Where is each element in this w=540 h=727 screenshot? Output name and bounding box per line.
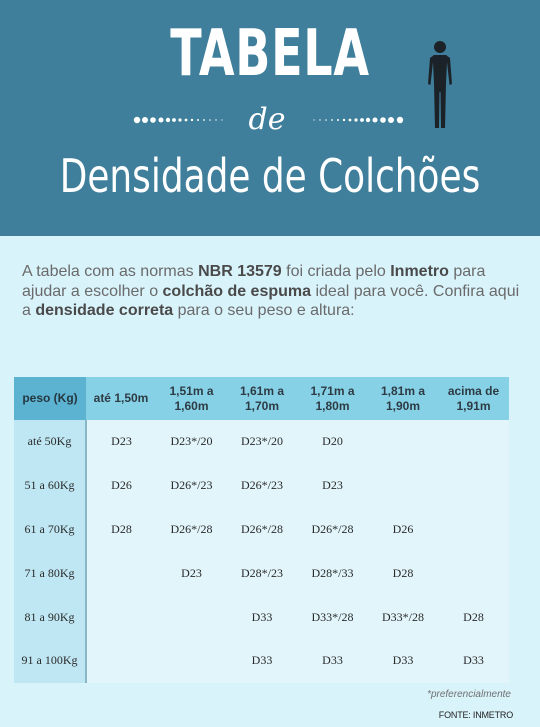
intro-text-3: para ajudar a escolher o — [22, 263, 486, 300]
table-cell: D33 — [297, 638, 368, 683]
table-cell: D33*/28 — [368, 595, 438, 639]
table-row: 91 a 100Kg D33 D33 D33 D33 — [14, 638, 509, 683]
intro-paragraph: A tabela com as normas NBR 13579 foi cri… — [22, 262, 522, 321]
column-header: 1,61m a 1,70m — [227, 377, 297, 420]
decorative-dots-left — [133, 116, 223, 124]
title-subtitle: Densidade de Colchões — [59, 149, 481, 203]
table-cell — [438, 463, 509, 508]
table-cell — [368, 463, 438, 508]
table-cell: D33*/28 — [297, 595, 368, 639]
column-header: até 1,50m — [86, 377, 156, 420]
table-cell: D33 — [227, 638, 297, 683]
table-cell: D26*/28 — [297, 507, 368, 552]
column-header-line: 1,71m a — [310, 383, 355, 398]
decorative-dots-right — [313, 116, 404, 124]
column-header-line: 1,91m — [456, 398, 491, 413]
table-cell: D20 — [297, 420, 368, 464]
column-header-line: 1,90m — [385, 398, 421, 413]
intro-text-2: foi criada pelo — [281, 263, 391, 280]
table-cell — [156, 638, 227, 683]
table-row: 71 a 80Kg D23 D28*/23 D28*/33 D28 — [14, 551, 509, 596]
table-cell: D28*/33 — [297, 551, 368, 596]
row-label: 91 a 100Kg — [14, 638, 87, 683]
column-header: 1,51m a 1,60m — [156, 377, 227, 420]
column-header-line: até 1,50m — [93, 391, 149, 405]
row-label: 61 a 70Kg — [14, 507, 87, 552]
intro-text-4: ideal para você. Confira aqui a — [22, 282, 520, 320]
header-banner: TABELA — [0, 0, 540, 236]
table-cell — [438, 507, 509, 552]
table-cell: D33 — [227, 595, 297, 639]
column-header-line: 1,80m — [315, 398, 350, 413]
table-cell: D26 — [368, 507, 438, 552]
table-cell: D28 — [86, 507, 156, 552]
column-header-line: 1,60m — [174, 398, 209, 413]
table-cell: D23 — [156, 551, 227, 596]
table-cell: D26*/28 — [227, 507, 297, 552]
table-cell: D23*/20 — [227, 420, 297, 464]
table-row: 81 a 90Kg D33 D33*/28 D33*/28 D28 — [14, 595, 509, 639]
column-header-line: 1,61m a — [239, 383, 285, 398]
table-cell — [438, 551, 509, 596]
intro-bold-inmetro: Inmetro — [390, 263, 449, 280]
table-cell — [368, 420, 438, 464]
row-label: até 50Kg — [14, 420, 87, 464]
intro-text-1: A tabela com as normas — [22, 263, 199, 280]
person-silhouette-icon — [428, 41, 452, 128]
table-cell: D28*/23 — [227, 551, 297, 596]
table-cell — [156, 595, 227, 639]
table-cell — [86, 638, 156, 683]
row-label: 51 a 60Kg — [14, 463, 87, 508]
title-connector: de — [248, 102, 286, 137]
table-row: 51 a 60Kg D26 D26*/23 D26*/23 D23 — [14, 463, 509, 508]
column-header-line: acima de — [447, 383, 500, 398]
table-row: até 50Kg D23 D23*/20 D23*/20 D20 — [14, 420, 509, 464]
title-main: TABELA — [170, 17, 370, 91]
intro-bold-mattress: colchão de espuma — [162, 282, 312, 300]
table-cell: D26 — [86, 463, 156, 508]
column-header-line: 1,51m a — [169, 383, 214, 398]
intro-text-5: para o seu peso e altura: — [173, 302, 355, 319]
density-table: peso (Kg) até 1,50m 1,51m a 1,60m 1,61m a… — [14, 377, 510, 683]
table-cell: D28 — [438, 595, 509, 639]
row-label: 71 a 80Kg — [14, 551, 87, 596]
table-cell: D23 — [297, 463, 368, 508]
table-cell — [86, 595, 156, 639]
column-header: 1,71m a 1,80m — [297, 377, 368, 420]
table-cell: D28 — [368, 551, 438, 596]
table-cell: D26*/28 — [156, 507, 227, 552]
column-header: acima de 1,91m — [438, 377, 509, 420]
intro-bold-norm: NBR 13579 — [198, 263, 282, 280]
row-label: 81 a 90Kg — [14, 595, 87, 639]
table-cell — [438, 420, 509, 464]
table-header-row: peso (Kg) até 1,50m 1,51m a 1,60m 1,61m a… — [14, 377, 509, 420]
table-cell: D33 — [368, 638, 438, 683]
table-cell: D23 — [86, 420, 156, 464]
source-credit: FONTE: INMETRO — [438, 710, 513, 720]
table-cell: D26*/23 — [227, 463, 297, 508]
column-header-line: 1,81m a — [380, 383, 426, 398]
column-header: 1,81m a 1,90m — [368, 377, 438, 420]
corner-header: peso (Kg) — [14, 377, 86, 420]
table-cell: D23*/20 — [156, 420, 227, 464]
column-header-line: 1,70m — [244, 398, 280, 413]
table-cell — [86, 551, 156, 596]
table-cell: D26*/23 — [156, 463, 227, 508]
table-cell: D33 — [438, 638, 509, 683]
intro-bold-density: densidade correta — [35, 302, 174, 319]
footnote: *preferencialmente — [427, 689, 511, 700]
table-row: 61 a 70Kg D28 D26*/28 D26*/28 D26*/28 D2… — [14, 507, 509, 552]
